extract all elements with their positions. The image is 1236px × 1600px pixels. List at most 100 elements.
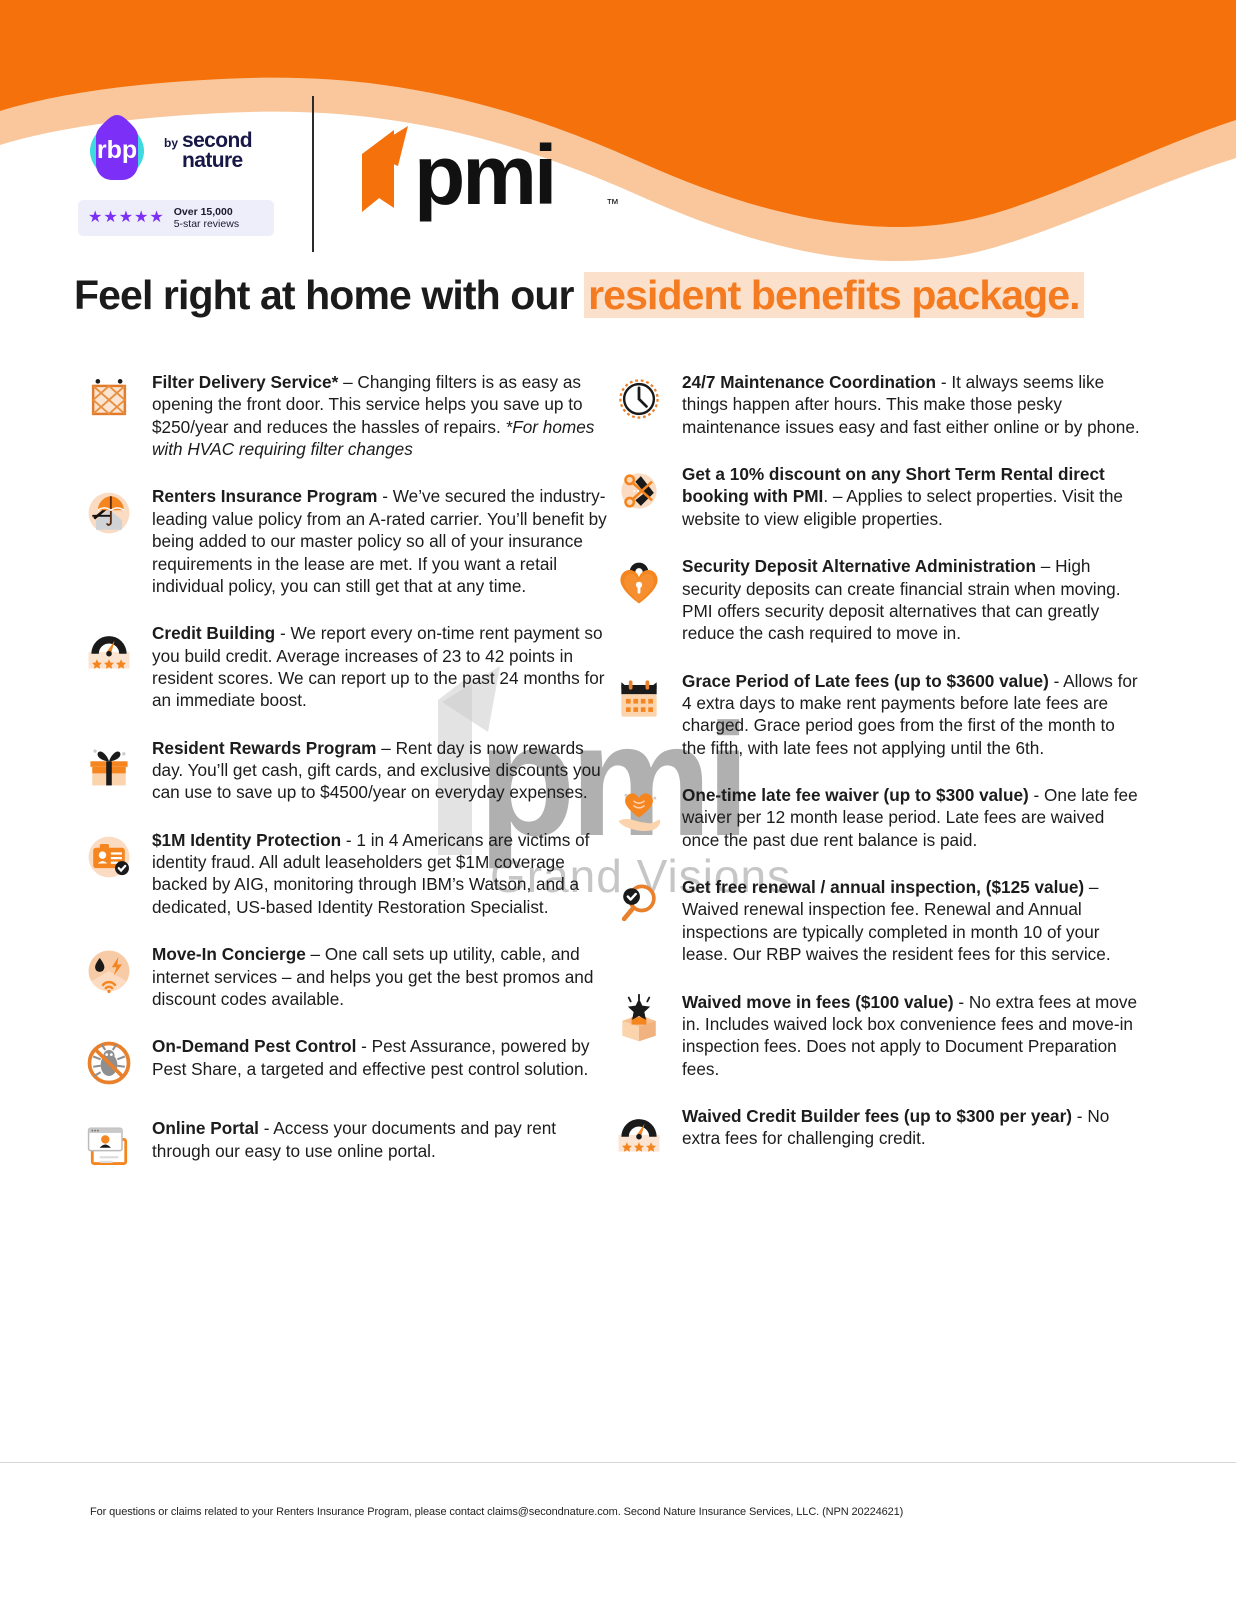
benefits-column-left: Filter Delivery Service* – Changing filt…	[80, 370, 610, 1198]
benefit-item: Security Deposit Alternative Administrat…	[610, 554, 1140, 644]
benefit-item: 24/7 Maintenance Coordination - It alway…	[610, 370, 1140, 438]
benefit-body: Pest Assurance, powered by Pest Share, a…	[152, 1036, 590, 1079]
benefit-text: Online Portal - Access your documents an…	[152, 1116, 610, 1162]
benefit-body: No extra fees at move in. Includes waive…	[682, 991, 1138, 1079]
footer-divider	[0, 1462, 1236, 1463]
benefit-item: Credit Building - We report every on-tim…	[80, 621, 610, 711]
benefit-text: 24/7 Maintenance Coordination - It alway…	[682, 370, 1140, 438]
clock-icon	[610, 370, 668, 428]
benefit-body: One call sets up utility, cable, and int…	[152, 944, 594, 1009]
magnifier-check-icon	[610, 875, 668, 933]
benefit-body: Access your documents and pay rent throu…	[152, 1118, 557, 1161]
air-filter-icon	[80, 370, 138, 428]
pmi-tm-symbol: ™	[606, 196, 619, 211]
moving-box-star-icon	[610, 990, 668, 1048]
benefit-item: Move-In Concierge – One call sets up uti…	[80, 942, 610, 1010]
credit-gauge-icon	[610, 1104, 668, 1162]
benefits-columns: Filter Delivery Service* – Changing filt…	[0, 370, 1236, 1198]
second-nature-line2: nature	[182, 148, 243, 172]
benefit-body: High security deposits can create financ…	[682, 556, 1121, 644]
benefit-title: Waived Credit Builder fees (up to $300 p…	[682, 1105, 1073, 1126]
benefit-dash: -	[341, 829, 357, 850]
benefit-item: One-time late fee waiver (up to $300 val…	[610, 783, 1140, 851]
benefit-text: Renters Insurance Program - We’ve secure…	[152, 484, 610, 597]
headline-part1: Feel right at home with our	[74, 272, 585, 318]
benefit-footnote: *For homes with HVAC requiring filter ch…	[152, 416, 595, 460]
gift-box-icon	[80, 736, 138, 794]
rbp-second-nature-logo: rbp by second nature ★★★★★ Over 15,000 5…	[78, 112, 288, 237]
benefit-title: On-Demand Pest Control	[152, 1036, 357, 1057]
benefit-dash: -	[1048, 670, 1064, 691]
benefits-column-right: 24/7 Maintenance Coordination - It alway…	[610, 370, 1140, 1198]
benefit-item: Grace Period of Late fees (up to $3600 v…	[610, 669, 1140, 759]
benefit-dash: . –	[823, 486, 847, 507]
pmi-wordmark: pmi	[414, 128, 554, 222]
benefit-title: Filter Delivery Service*	[152, 372, 339, 392]
benefit-title: Get free renewal / annual inspection, ($…	[682, 877, 1085, 898]
benefit-title: $1M Identity Protection	[152, 829, 342, 850]
utilities-concierge-icon	[80, 942, 138, 1000]
benefit-dash: –	[1084, 877, 1099, 898]
reviews-subtitle: 5-star reviews	[173, 218, 240, 230]
benefit-dash: -	[1028, 785, 1045, 806]
benefit-body: Applies to select properties. Visit the …	[682, 486, 1123, 529]
benefit-title: Online Portal	[152, 1118, 259, 1139]
benefit-item: Online Portal - Access your documents an…	[80, 1116, 610, 1174]
second-nature-name: second nature	[182, 130, 253, 172]
benefit-dash: –	[338, 372, 358, 392]
benefit-dash: -	[377, 486, 393, 507]
benefit-text: Security Deposit Alternative Administrat…	[682, 554, 1140, 644]
benefit-title: Move-In Concierge	[152, 944, 306, 965]
rbp-badge-icon: rbp	[78, 112, 156, 190]
benefit-body: We report every on-time rent payment so …	[152, 623, 605, 711]
benefit-title: Renters Insurance Program	[152, 486, 378, 507]
benefit-text: Waived move in fees ($100 value) - No ex…	[682, 990, 1140, 1080]
benefit-body: No extra fees for challenging credit.	[682, 1105, 1110, 1149]
benefit-body: 1 in 4 Americans are victims of identity…	[152, 829, 590, 917]
benefit-item: Get a 10% discount on any Short Term Ren…	[610, 462, 1140, 530]
benefit-item: On-Demand Pest Control - Pest Assurance,…	[80, 1034, 610, 1092]
credit-gauge-icon	[80, 621, 138, 679]
benefit-dash: -	[1072, 1105, 1088, 1126]
reviews-label-group: Over 15,000 5-star reviews	[174, 206, 239, 231]
benefit-body: One late fee waiver per 12 month lease p…	[682, 785, 1138, 850]
umbrella-house-icon	[80, 484, 138, 542]
benefit-dash: -	[953, 991, 969, 1012]
benefit-body: Allows for 4 extra days to make rent pay…	[682, 670, 1138, 758]
benefit-text: Filter Delivery Service* – Changing filt…	[152, 370, 610, 460]
online-portal-icon	[80, 1116, 138, 1174]
benefit-title: Resident Rewards Program	[152, 737, 377, 758]
header-wave-banner	[0, 0, 1236, 300]
benefit-item: Renters Insurance Program - We’ve secure…	[80, 484, 610, 597]
benefit-text: Get free renewal / annual inspection, ($…	[682, 875, 1140, 965]
benefit-title: Waived move in fees ($100 value)	[682, 991, 954, 1012]
rbp-logo-text: rbp	[97, 136, 137, 164]
benefit-item: Waived move in fees ($100 value) - No ex…	[610, 990, 1140, 1080]
second-nature-wordmark: by second nature	[164, 130, 253, 172]
benefit-title: Grace Period of Late fees (up to $3600 v…	[682, 670, 1049, 691]
benefit-text: Credit Building - We report every on-tim…	[152, 621, 610, 711]
benefit-text: On-Demand Pest Control - Pest Assurance,…	[152, 1034, 610, 1080]
benefit-title: 24/7 Maintenance Coordination	[682, 372, 937, 392]
headline-accent: resident benefits package.	[584, 272, 1084, 318]
benefit-title: Get a 10% discount on any Short Term Ren…	[682, 464, 1105, 507]
heart-lock-icon	[610, 554, 668, 612]
benefit-dash: -	[258, 1118, 274, 1139]
page-headline: Feel right at home with our resident ben…	[74, 272, 1084, 319]
heart-in-hand-icon	[610, 783, 668, 841]
id-badge-check-icon	[80, 828, 138, 886]
rbp-logo-top: rbp by second nature	[78, 112, 253, 190]
benefit-item: Resident Rewards Program – Rent day is n…	[80, 736, 610, 804]
benefit-title: Credit Building	[152, 623, 276, 644]
benefit-item: Filter Delivery Service* – Changing filt…	[80, 370, 610, 460]
footer-disclaimer: For questions or claims related to your …	[90, 1506, 904, 1518]
logo-divider	[312, 96, 314, 252]
benefit-dash: -	[356, 1036, 372, 1057]
benefit-item: Waived Credit Builder fees (up to $300 p…	[610, 1104, 1140, 1162]
benefit-dash: -	[936, 372, 952, 392]
scissors-coupon-icon	[610, 462, 668, 520]
benefit-text: One-time late fee waiver (up to $300 val…	[682, 783, 1140, 851]
benefit-dash: –	[376, 737, 396, 758]
pmi-logo: pmi ™	[350, 124, 630, 224]
benefit-dash: –	[1036, 556, 1056, 577]
